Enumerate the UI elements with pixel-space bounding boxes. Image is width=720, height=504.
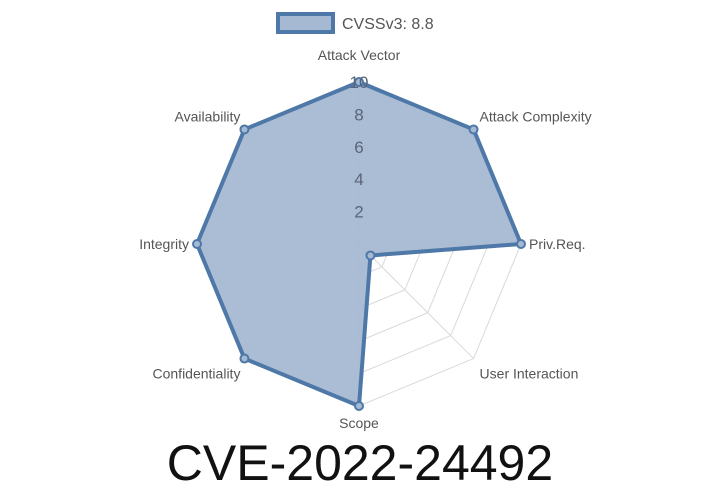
data-point bbox=[192, 239, 202, 249]
grid-spoke bbox=[358, 243, 474, 359]
tick-label: 2 bbox=[354, 203, 363, 222]
data-point bbox=[468, 124, 479, 135]
tick-label: 6 bbox=[354, 138, 363, 157]
axis-label: Attack Complexity bbox=[480, 108, 592, 124]
legend-swatch bbox=[276, 12, 335, 34]
axis-label: Integrity bbox=[139, 236, 189, 252]
axis-label: Priv.Req. bbox=[529, 236, 586, 252]
data-point bbox=[516, 239, 526, 249]
tick-label: 8 bbox=[354, 105, 363, 124]
legend-label: CVSSv3: 8.8 bbox=[342, 16, 434, 33]
data-point bbox=[239, 353, 250, 364]
data-point bbox=[354, 77, 364, 87]
tick-label: 10 bbox=[350, 73, 369, 92]
axis-label: Availability bbox=[175, 108, 241, 124]
data-point bbox=[239, 124, 250, 135]
axis-label: Scope bbox=[339, 415, 379, 431]
chart-title: CVE-2022-24492 bbox=[166, 435, 554, 491]
tick-label: 4 bbox=[354, 170, 363, 189]
axis-label: Confidentiality bbox=[153, 366, 241, 382]
axis-label: User Interaction bbox=[480, 366, 579, 382]
data-point bbox=[365, 250, 376, 261]
axis-label: Attack Vector bbox=[318, 47, 401, 63]
data-point bbox=[354, 401, 364, 411]
